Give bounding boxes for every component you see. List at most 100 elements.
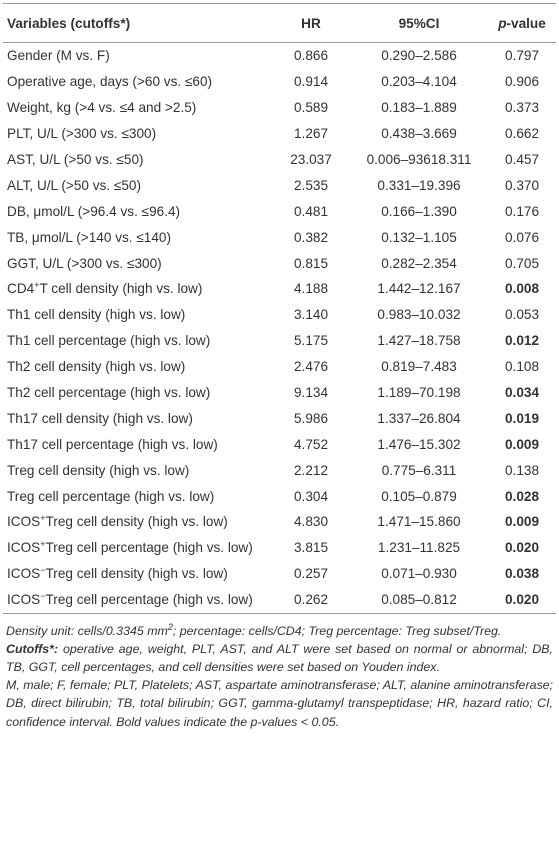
p-value-cell: 0.076 [504,229,540,245]
variable-cell: TB, μmol/L (>140 vs. ≤140) [3,224,272,250]
text-part: − [40,591,46,602]
header-row: Variables (cutoffs*) HR 95%CI p-value [3,3,556,43]
text-part: Th2 cell percentage (high vs. low) [7,385,211,401]
table-row: PLT, U/L (>300 vs. ≤300) 1.267 0.438–3.669… [3,121,556,147]
hr-cell: 5.175 [293,333,329,349]
text-part: ALT, U/L (>50 vs. ≤50) [7,177,142,193]
text-part: Th1 cell density (high vs. low) [7,307,186,323]
ci-cell: 0.071–0.930 [381,566,457,582]
table-row: Th2 cell percentage (high vs. low) 9.134 1… [3,380,556,406]
text-part: + [40,513,46,524]
variable-cell: ICOS−Treg cell density (high vs. low) [3,561,272,587]
text-part: Treg cell percentage (high vs. low) [45,592,253,608]
p-value-cell: 0.108 [504,359,540,375]
p-value-cell: 0.370 [504,177,540,193]
table-row: Operative age, days (>60 vs. ≤60) 0.914 0.… [3,69,556,95]
variable-cell: Th2 cell percentage (high vs. low) [3,380,272,406]
text-part: ; percentage: cells/CD4; Treg percentage… [172,623,502,638]
hr-cell: 0.257 [293,566,329,582]
ci-cell: 1.442–12.167 [377,281,461,297]
table-row: Th2 cell density (high vs. low) 2.476 0.81… [3,354,556,380]
table-row: DB, μmol/L (>96.4 vs. ≤96.4) 0.481 0.166–1… [3,198,556,224]
hr-cell: 0.866 [293,48,329,64]
table-row: ICOS−Treg cell percentage (high vs. low)… [3,586,556,614]
text-part: CD4 [7,281,35,297]
p-value-cell: 0.457 [504,152,540,167]
results-table: Variables (cutoffs*) HR 95%CI p-value Gende… [3,3,556,614]
text-part: Th2 cell density (high vs. low) [7,359,186,375]
hr-cell: 0.382 [293,229,329,245]
p-value-cell: 0.138 [504,462,540,478]
text-part: Treg cell density (high vs. low) [7,462,190,478]
hr-cell: 0.589 [293,100,329,116]
text-part: AST, U/L (>50 vs. ≤50) [7,152,144,167]
hr-cell: 5.986 [293,410,329,426]
p-value-cell: 0.034 [504,385,540,401]
ci-cell: 0.183–1.889 [381,100,457,116]
hr-cell: 0.481 [293,203,329,219]
variable-cell: ICOS−Treg cell percentage (high vs. low) [3,586,272,614]
table-row: Weight, kg (>4 vs. ≤4 and >2.5) 0.589 0.18… [3,95,556,121]
table-row: Treg cell percentage (high vs. low) 0.304… [3,483,556,509]
variable-cell: ALT, U/L (>50 vs. ≤50) [3,172,272,198]
text-part: 95%CI [398,15,440,31]
hr-cell: 0.815 [293,255,329,271]
text-part: Th1 cell percentage (high vs. low) [7,333,211,349]
variable-cell: Gender (M vs. F) [3,43,272,69]
ci-cell: 0.819–7.483 [381,359,457,375]
hr-cell: 4.188 [293,281,329,297]
p-value-cell: 0.176 [504,203,540,219]
p-value-cell: 0.797 [504,48,540,64]
variable-cell: Th2 cell density (high vs. low) [3,354,272,380]
header-cell: p-value [488,3,556,43]
text-part: Density unit: cells/0.3345 mm [6,623,168,638]
ci-cell: 0.438–3.669 [381,126,457,142]
table-row: Th17 cell percentage (high vs. low) 4.752… [3,431,556,457]
p-value-cell: 0.705 [504,255,540,271]
text-part: − [40,565,46,576]
text-part: Treg cell percentage (high vs. low) [45,540,253,556]
variable-cell: Th1 cell density (high vs. low) [3,302,272,328]
ci-cell: 0.132–1.105 [381,229,457,245]
text-part: ICOS [7,540,41,556]
text-part: ICOS [7,566,41,582]
table-row: GGT, U/L (>300 vs. ≤300) 0.815 0.282–2.354… [3,250,556,276]
text-part: p [498,15,507,31]
text-part: ICOS [7,514,41,530]
table-row: TB, μmol/L (>140 vs. ≤140) 0.382 0.132–1.1… [3,224,556,250]
hr-cell: 0.262 [272,586,350,614]
p-value-cell: 0.012 [504,333,540,349]
table-row: CD4+T cell density (high vs. low) 4.188 1.… [3,276,556,302]
text-part: DB, μmol/L (>96.4 vs. ≤96.4) [7,203,181,219]
hr-cell: 0.304 [293,488,329,504]
hr-cell: 9.134 [293,385,329,401]
variable-cell: ICOS+Treg cell percentage (high vs. low) [3,535,272,561]
ci-cell: 0.166–1.390 [381,203,457,219]
p-value-cell: 0.008 [504,281,540,297]
hr-cell: 4.830 [293,514,329,530]
variable-cell: PLT, U/L (>300 vs. ≤300) [3,121,272,147]
text-part: Treg cell density (high vs. low) [45,514,228,530]
variable-cell: AST, U/L (>50 vs. ≤50) [3,147,272,173]
hr-cell: 3.140 [293,307,329,323]
text-part: + [34,280,40,291]
ci-cell: 0.983–10.032 [377,307,461,323]
text-part: ICOS [7,592,41,608]
variable-cell: Treg cell density (high vs. low) [3,457,272,483]
p-value-cell: 0.019 [504,410,540,426]
text-part: Th17 cell percentage (high vs. low) [7,436,218,452]
hr-cell: 1.267 [293,126,329,142]
table-row: Th1 cell density (high vs. low) 3.140 0.98… [3,302,556,328]
text-part: PLT, U/L (>300 vs. ≤300) [7,126,157,142]
p-value-cell: 0.020 [488,586,556,614]
ci-cell: 0.775–6.311 [381,462,457,478]
hr-cell: 23.037 [290,152,332,167]
footnote: M, male; F, female; PLT, Platelets; AST,… [6,676,553,731]
ci-cell: 0.105–0.879 [381,488,457,504]
ci-cell: 1.189–70.198 [377,385,461,401]
table-row: ICOS+Treg cell density (high vs. low) 4.8… [3,509,556,535]
ci-cell: 0.085–0.812 [350,586,488,614]
text-part: Treg cell percentage (high vs. low) [7,488,215,504]
ci-cell: 0.203–4.104 [381,74,457,90]
text-part: TB, μmol/L (>140 vs. ≤140) [7,229,172,245]
